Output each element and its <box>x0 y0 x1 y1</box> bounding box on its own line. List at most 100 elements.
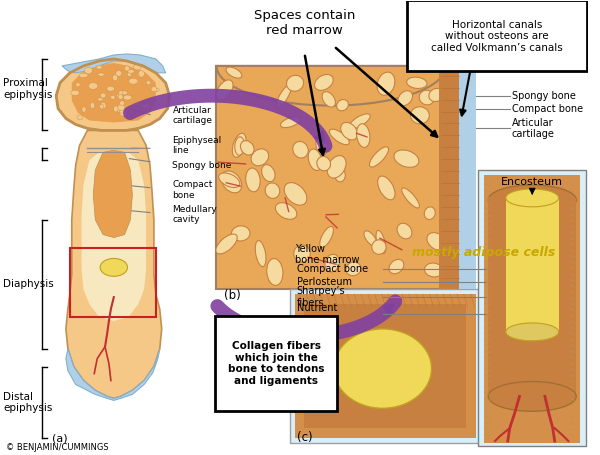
Ellipse shape <box>232 226 250 241</box>
Ellipse shape <box>316 133 328 156</box>
Ellipse shape <box>96 65 102 69</box>
Text: Compact bone: Compact bone <box>296 264 368 274</box>
Ellipse shape <box>221 171 242 193</box>
Polygon shape <box>56 59 170 131</box>
Text: Diaphysis: Diaphysis <box>4 279 54 289</box>
Text: © BENJAMIN/CUMMINGS: © BENJAMIN/CUMMINGS <box>6 444 109 453</box>
Ellipse shape <box>128 70 134 73</box>
Ellipse shape <box>241 141 254 155</box>
Ellipse shape <box>349 114 370 129</box>
Ellipse shape <box>90 102 95 108</box>
Ellipse shape <box>372 240 386 254</box>
Ellipse shape <box>119 108 124 113</box>
Ellipse shape <box>488 381 576 411</box>
Ellipse shape <box>123 95 132 100</box>
Ellipse shape <box>120 91 128 95</box>
Text: Horizontal canals
without osteons are
called Volkmann’s canals: Horizontal canals without osteons are ca… <box>431 20 563 53</box>
Ellipse shape <box>118 104 125 111</box>
FancyBboxPatch shape <box>295 294 476 438</box>
Ellipse shape <box>346 262 361 276</box>
Ellipse shape <box>116 94 123 98</box>
Ellipse shape <box>325 254 340 272</box>
Text: (b): (b) <box>224 289 241 302</box>
Ellipse shape <box>245 168 260 192</box>
Ellipse shape <box>138 71 145 77</box>
Ellipse shape <box>506 189 559 207</box>
Text: Sharpey’s
fibers: Sharpey’s fibers <box>296 286 345 308</box>
Polygon shape <box>217 66 446 106</box>
Ellipse shape <box>146 81 151 85</box>
Ellipse shape <box>216 80 233 100</box>
Ellipse shape <box>410 107 429 124</box>
Ellipse shape <box>334 329 431 408</box>
Ellipse shape <box>79 73 88 77</box>
Ellipse shape <box>294 245 310 262</box>
Ellipse shape <box>427 233 447 250</box>
Ellipse shape <box>341 122 358 140</box>
Text: Spongy bone: Spongy bone <box>172 161 232 170</box>
Text: Medullary
cavity: Medullary cavity <box>172 205 217 224</box>
Ellipse shape <box>429 88 443 101</box>
Ellipse shape <box>377 176 395 200</box>
Ellipse shape <box>119 91 122 97</box>
Ellipse shape <box>116 71 122 76</box>
Ellipse shape <box>322 91 335 107</box>
Ellipse shape <box>327 156 346 178</box>
Ellipse shape <box>107 86 115 91</box>
Ellipse shape <box>133 64 141 70</box>
FancyBboxPatch shape <box>488 198 576 396</box>
Ellipse shape <box>262 165 275 182</box>
Ellipse shape <box>419 90 434 105</box>
Ellipse shape <box>151 88 159 92</box>
Ellipse shape <box>255 241 266 267</box>
Ellipse shape <box>142 104 151 108</box>
Ellipse shape <box>110 96 115 99</box>
Text: Distal
epiphysis: Distal epiphysis <box>4 392 53 413</box>
Ellipse shape <box>77 115 83 120</box>
Text: Yellow
bone marrow: Yellow bone marrow <box>295 244 359 265</box>
Ellipse shape <box>293 142 308 158</box>
Ellipse shape <box>275 203 297 219</box>
Ellipse shape <box>98 73 104 76</box>
Text: Spongy bone: Spongy bone <box>512 91 575 101</box>
Ellipse shape <box>113 106 118 112</box>
Polygon shape <box>66 349 160 400</box>
Text: (c): (c) <box>296 431 312 444</box>
Text: Collagen fibers
which join the
bone to tendons
and ligaments: Collagen fibers which join the bone to t… <box>228 341 325 386</box>
Ellipse shape <box>88 83 98 89</box>
FancyBboxPatch shape <box>478 170 586 446</box>
Text: Articular
cartilage: Articular cartilage <box>172 106 212 125</box>
Ellipse shape <box>127 72 131 76</box>
Ellipse shape <box>216 234 237 254</box>
Ellipse shape <box>407 77 427 88</box>
Ellipse shape <box>82 107 86 112</box>
Ellipse shape <box>232 133 246 157</box>
Ellipse shape <box>71 90 79 96</box>
Ellipse shape <box>370 147 389 167</box>
Ellipse shape <box>85 67 92 74</box>
FancyBboxPatch shape <box>459 66 476 289</box>
Ellipse shape <box>284 182 307 205</box>
Text: Spaces contain
red marrow: Spaces contain red marrow <box>254 10 355 37</box>
Ellipse shape <box>397 223 412 239</box>
Ellipse shape <box>120 101 124 106</box>
Text: Compact
bone: Compact bone <box>172 180 213 200</box>
Ellipse shape <box>100 102 106 109</box>
Ellipse shape <box>100 93 106 98</box>
Ellipse shape <box>320 227 334 248</box>
Ellipse shape <box>317 157 331 171</box>
Polygon shape <box>62 54 166 73</box>
Ellipse shape <box>308 149 322 171</box>
Ellipse shape <box>76 83 80 87</box>
Ellipse shape <box>151 86 157 91</box>
Ellipse shape <box>100 258 127 276</box>
Polygon shape <box>66 131 162 399</box>
Polygon shape <box>72 63 156 122</box>
Text: Nutrient
arteries: Nutrient arteries <box>296 303 337 325</box>
FancyBboxPatch shape <box>215 316 337 411</box>
Ellipse shape <box>329 129 349 145</box>
Ellipse shape <box>124 66 130 71</box>
Ellipse shape <box>280 117 301 128</box>
Ellipse shape <box>251 149 269 166</box>
Ellipse shape <box>424 263 443 277</box>
